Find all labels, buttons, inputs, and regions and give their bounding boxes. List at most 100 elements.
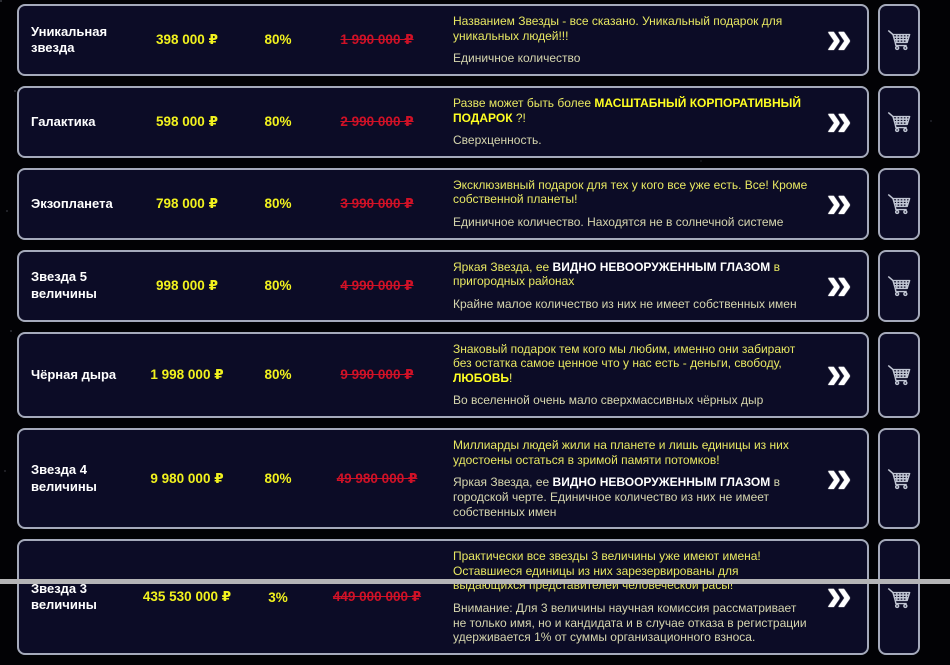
- product-row: Галактика 598 000 ₽ 80% 2 990 000 ₽ Разв…: [17, 85, 940, 158]
- add-to-cart-button[interactable]: [878, 167, 920, 240]
- product-row: Экзопланета 798 000 ₽ 80% 3 990 000 ₽ Эк…: [17, 167, 940, 240]
- description-text: Разве может быть более: [453, 95, 595, 110]
- product-price: 598 000 ₽: [156, 113, 218, 129]
- product-price: 9 980 000 ₽: [150, 470, 224, 486]
- starfield-background: [0, 0, 2, 2]
- description-paragraph: Единичное количество: [453, 51, 809, 66]
- product-row-main[interactable]: Звезда 5 величины 998 000 ₽ 80% 4 990 00…: [17, 249, 869, 322]
- details-arrow-button[interactable]: »: [826, 345, 852, 398]
- product-description: Разве может быть более МАСШТАБНЫЙ КОРПОР…: [441, 90, 817, 154]
- product-discount: 80%: [264, 278, 292, 294]
- description-text: ?!: [512, 110, 526, 125]
- shopping-cart-icon: [887, 276, 910, 297]
- description-paragraph: Во вселенной очень мало сверхмассивных ч…: [453, 393, 809, 408]
- description-paragraph: Единичное количество. Находятся не в сол…: [453, 215, 809, 230]
- product-price: 998 000 ₽: [156, 277, 218, 293]
- details-arrow-button[interactable]: »: [826, 92, 852, 145]
- description-highlight: ЛЮБОВЬ: [453, 370, 510, 385]
- description-highlight: ВИДНО НЕВООРУЖЕННЫМ ГЛАЗОМ: [552, 259, 771, 274]
- add-to-cart-button[interactable]: [878, 85, 920, 158]
- product-discount: 80%: [264, 367, 292, 383]
- description-paragraph: Яркая Звезда, ее ВИДНО НЕВООРУЖЕННЫМ ГЛА…: [453, 260, 809, 289]
- description-text: Эксклюзивный подарок для тех у кого все …: [453, 177, 808, 207]
- product-row-main[interactable]: Звезда 4 величины 9 980 000 ₽ 80% 49 980…: [17, 428, 869, 530]
- product-row: Звезда 5 величины 998 000 ₽ 80% 4 990 00…: [17, 249, 940, 322]
- description-paragraph: Миллиарды людей жили на планете и лишь е…: [453, 438, 809, 467]
- add-to-cart-button[interactable]: [878, 539, 920, 655]
- product-old-price: 449 000 000 ₽: [332, 589, 422, 604]
- product-old-price: 9 990 000 ₽: [340, 366, 414, 382]
- add-to-cart-button[interactable]: [878, 331, 920, 418]
- product-list: Уникальная звезда 398 000 ₽ 80% 1 990 00…: [17, 4, 940, 665]
- product-row-main[interactable]: Чёрная дыра 1 998 000 ₽ 80% 9 990 000 ₽ …: [17, 331, 869, 418]
- product-name: Чёрная дыра: [31, 366, 117, 382]
- description-paragraph: Внимание: Для 3 величины научная комисси…: [453, 601, 809, 645]
- shopping-cart-icon: [887, 469, 910, 490]
- shopping-cart-icon: [887, 365, 910, 386]
- description-text: Крайне малое количество из них не имеет …: [453, 296, 797, 311]
- description-text: Яркая Звезда, ее: [453, 475, 553, 490]
- product-discount: 80%: [264, 196, 292, 212]
- product-row: Звезда 3 величины 435 530 000 ₽ 3% 449 0…: [17, 539, 940, 655]
- add-to-cart-button[interactable]: [878, 428, 920, 530]
- bottom-divider: [0, 579, 950, 584]
- product-row: Звезда 4 величины 9 980 000 ₽ 80% 49 980…: [17, 428, 940, 530]
- description-paragraph: Названием Звезды - все сказано. Уникальн…: [453, 14, 809, 43]
- description-text: Во вселенной очень мало сверхмассивных ч…: [453, 393, 764, 408]
- product-description: Миллиарды людей жили на планете и лишь е…: [441, 432, 817, 525]
- product-price: 398 000 ₽: [156, 31, 218, 47]
- description-text: Миллиарды людей жили на планете и лишь е…: [453, 438, 789, 467]
- description-text: Единичное количество: [453, 51, 581, 66]
- description-highlight: ВИДНО НЕВООРУЖЕННЫМ ГЛАЗОМ: [552, 475, 771, 490]
- details-arrow-button[interactable]: »: [826, 174, 852, 227]
- description-text: Внимание: Для 3 величины научная комисси…: [453, 601, 807, 645]
- product-price: 798 000 ₽: [156, 195, 218, 211]
- details-arrow-button[interactable]: »: [826, 256, 852, 309]
- product-row-main[interactable]: Галактика 598 000 ₽ 80% 2 990 000 ₽ Разв…: [17, 85, 869, 158]
- details-arrow-button[interactable]: »: [826, 10, 852, 63]
- product-old-price: 49 980 000 ₽: [336, 470, 418, 486]
- product-description: Знаковый подарок тем кого мы любим, имен…: [441, 336, 817, 415]
- description-paragraph: Сверхценность.: [453, 133, 809, 148]
- product-discount: 80%: [264, 32, 292, 48]
- product-name: Звезда 3 величины: [31, 580, 97, 612]
- product-old-price: 3 990 000 ₽: [340, 195, 414, 211]
- product-description: Названием Звезды - все сказано. Уникальн…: [441, 8, 817, 72]
- description-text: в пригородных районах: [453, 259, 780, 289]
- shopping-cart-icon: [887, 587, 910, 608]
- product-row-main[interactable]: Уникальная звезда 398 000 ₽ 80% 1 990 00…: [17, 4, 869, 76]
- details-arrow-button[interactable]: »: [826, 568, 852, 620]
- product-description: Эксклюзивный подарок для тех у кого все …: [441, 172, 817, 236]
- product-name: Экзопланета: [31, 195, 113, 211]
- description-text: Сверхценность.: [453, 133, 542, 148]
- shopping-cart-icon: [887, 30, 910, 51]
- description-text: в городской черте. Единичное количество …: [453, 475, 780, 519]
- product-row-main[interactable]: Экзопланета 798 000 ₽ 80% 3 990 000 ₽ Эк…: [17, 167, 869, 240]
- product-row: Уникальная звезда 398 000 ₽ 80% 1 990 00…: [17, 4, 940, 76]
- product-name: Звезда 4 величины: [31, 462, 97, 494]
- add-to-cart-button[interactable]: [878, 249, 920, 322]
- description-highlight: МАСШТАБНЫЙ КОРПОРАТИВНЫЙ ПОДАРОК: [453, 95, 801, 125]
- description-text: Знаковый подарок тем кого мы любим, имен…: [453, 341, 796, 371]
- product-price: 435 530 000 ₽: [142, 589, 232, 604]
- product-old-price: 2 990 000 ₽: [340, 113, 414, 129]
- product-price: 1 998 000 ₽: [150, 366, 224, 382]
- product-discount: 80%: [264, 471, 292, 487]
- product-old-price: 4 990 000 ₽: [340, 277, 414, 293]
- product-description: Яркая Звезда, ее ВИДНО НЕВООРУЖЕННЫМ ГЛА…: [441, 254, 817, 318]
- description-text: Единичное количество. Находятся не в сол…: [453, 215, 784, 229]
- details-arrow-button[interactable]: »: [826, 449, 852, 502]
- add-to-cart-button[interactable]: [878, 4, 920, 76]
- description-paragraph: Эксклюзивный подарок для тех у кого все …: [453, 178, 809, 207]
- product-row: Чёрная дыра 1 998 000 ₽ 80% 9 990 000 ₽ …: [17, 331, 940, 418]
- description-text: Практически все звезды 3 величины уже им…: [453, 549, 761, 593]
- product-description: Практически все звезды 3 величины уже им…: [441, 543, 817, 651]
- shopping-cart-icon: [887, 112, 910, 133]
- product-discount: 80%: [264, 114, 292, 130]
- description-text: Названием Звезды - все сказано. Уникальн…: [453, 14, 783, 43]
- product-name: Звезда 5 величины: [31, 269, 97, 301]
- shopping-cart-icon: [887, 194, 910, 215]
- product-discount: 3%: [268, 589, 288, 605]
- product-row-main[interactable]: Звезда 3 величины 435 530 000 ₽ 3% 449 0…: [17, 539, 869, 655]
- description-paragraph: Крайне малое количество из них не имеет …: [453, 297, 809, 312]
